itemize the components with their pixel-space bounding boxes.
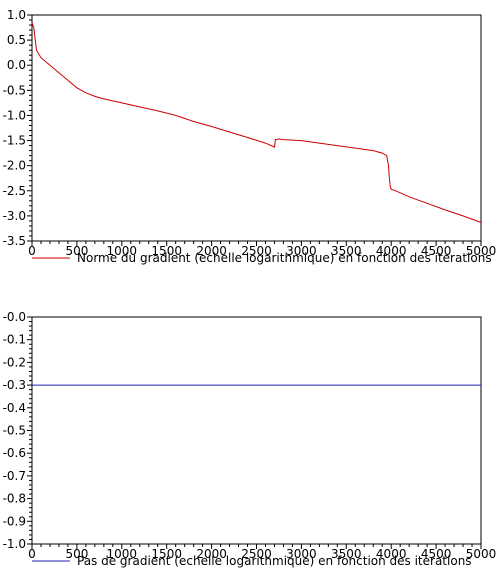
legend-label: Pas de gradient (echelle logarithmique) … [77,554,472,568]
y-tick-label: 0.0 [7,58,26,72]
y-tick-label: 0.5 [7,33,26,47]
x-tick-label: 1000 [107,547,138,561]
x-tick-label: 1500 [151,244,182,258]
x-tick-label: 2000 [196,244,227,258]
x-tick-label: 500 [65,547,88,561]
x-tick-label: 5000 [466,547,497,561]
y-tick-label: -0.3 [3,378,26,392]
x-tick-label: 3500 [331,244,362,258]
y-tick-label: -0.5 [3,424,26,438]
x-tick-label: 500 [65,244,88,258]
x-tick-label: 3000 [286,244,317,258]
series-line [31,22,482,223]
x-tick-label: 1500 [151,547,182,561]
y-tick-label: -0.8 [3,492,26,506]
x-tick-label: 3500 [331,547,362,561]
plot-frame [31,316,482,545]
legend-label: Norme du gradient (echelle logarithmique… [77,251,492,265]
y-tick-label: -0.1 [3,333,26,347]
y-tick-label: -0.9 [3,514,26,528]
y-tick-label: -3.5 [3,234,26,248]
plot-frame [31,14,482,242]
x-tick-label: 0 [28,244,36,258]
y-tick-label: -0.2 [3,355,26,369]
x-tick-label: 4500 [421,244,452,258]
x-tick-label: 1000 [107,244,138,258]
y-tick-label: -0.7 [3,469,26,483]
chart-2: 0 500 1000 1500 2000 2500 3000 3500 4000 4500 5000… [3,310,497,568]
x-tick-label: 2500 [241,547,272,561]
x-tick-label: 2000 [196,547,227,561]
x-tick-label: 5000 [466,244,497,258]
y-tick-label: -2.5 [3,184,26,198]
x-tick-label: 2500 [241,244,272,258]
y-tick-label: -2.0 [3,159,26,173]
x-tick-label: 0 [28,547,36,561]
x-tick-label: 3000 [286,547,317,561]
y-tick-label: -3.0 [3,209,26,223]
x-tick-label: 4000 [376,244,407,258]
x-tick-label: 4500 [421,547,452,561]
y-tick-label: -0.6 [3,446,26,460]
x-tick-label: 4000 [376,547,407,561]
y-tick-label: 1.0 [7,8,26,22]
y-tick-label: -1.0 [3,537,26,551]
y-tick-label: -0.5 [3,83,26,97]
y-tick-label: -1.0 [3,108,26,122]
y-tick-label: -0.4 [3,401,26,415]
chart-1: 0 500 1000 1500 2000 2500 3000 3500 4000 4500 5000… [3,8,497,265]
y-tick-label: -0.0 [3,310,26,324]
y-tick-label: -1.5 [3,134,26,148]
